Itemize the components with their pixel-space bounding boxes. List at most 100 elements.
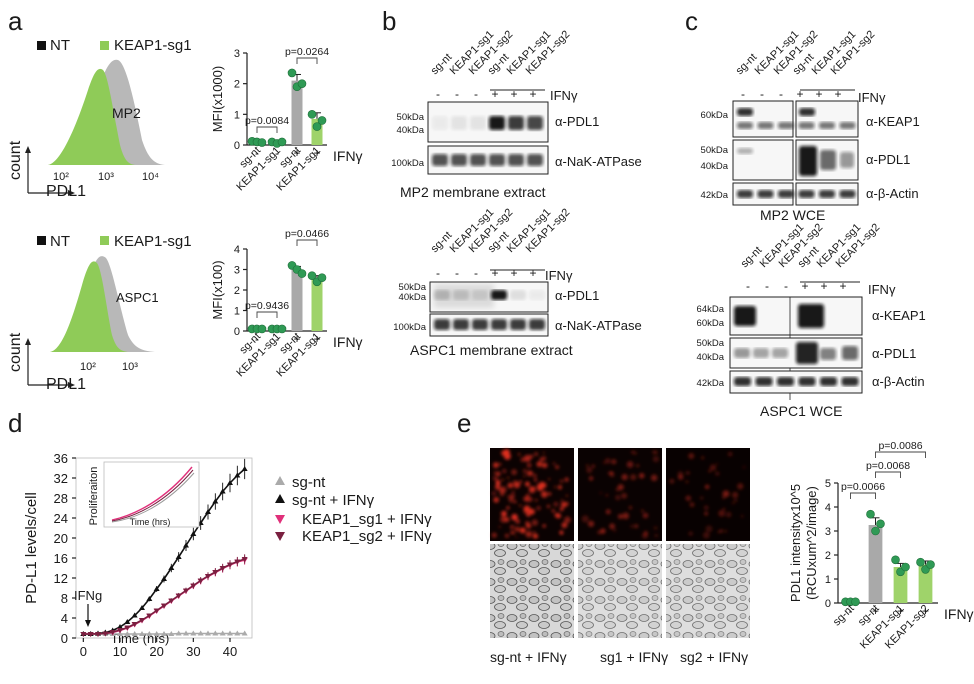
legend-swatch-nt-2 bbox=[37, 236, 46, 245]
fluorescent-cell bbox=[498, 462, 502, 466]
hist-y-arrowhead bbox=[25, 146, 31, 153]
fluorescent-cell bbox=[650, 474, 658, 482]
lane-ifn-sign: - bbox=[765, 279, 769, 293]
fluorescent-cell bbox=[526, 463, 532, 468]
brightfield-image-sgnt bbox=[490, 544, 574, 638]
data-point bbox=[866, 509, 875, 519]
lane-ifn-sign: + bbox=[815, 87, 822, 101]
fluorescent-cell bbox=[564, 477, 569, 482]
legend-entry: KEAP1_sg2 + IFNγ bbox=[302, 528, 432, 545]
bar bbox=[291, 80, 303, 145]
ifn-label: IFNγ bbox=[545, 268, 573, 283]
fluorescent-cell bbox=[732, 501, 735, 505]
bar-y-tick-label: 1 bbox=[234, 109, 240, 121]
inset-x-label: Time (hrs) bbox=[130, 517, 171, 527]
d-y-tick-label: 32 bbox=[54, 471, 68, 486]
fluorescent-cell bbox=[538, 482, 546, 489]
kda-marker: 50kDa bbox=[701, 145, 729, 156]
blot-band bbox=[839, 190, 856, 198]
lane-ifn-sign: + bbox=[491, 266, 498, 280]
kda-marker: 50kDa bbox=[399, 282, 427, 293]
data-point bbox=[277, 324, 287, 334]
fluorescent-cell bbox=[552, 462, 556, 466]
fluorescent-cell bbox=[602, 461, 606, 464]
lane-label: sg-nt bbox=[429, 229, 455, 255]
fluorescent-cell bbox=[525, 495, 533, 503]
fluorescent-cell bbox=[494, 484, 501, 490]
fluorescent-cell bbox=[561, 522, 568, 529]
bar-y-tick-label: 1 bbox=[825, 574, 831, 586]
data-point bbox=[197, 630, 204, 636]
legend-marker bbox=[275, 494, 285, 503]
data-point bbox=[109, 630, 116, 635]
bar-ifn-label: IFNγ bbox=[333, 334, 363, 350]
fluorescent-cell bbox=[718, 510, 726, 517]
fluorescent-cell bbox=[534, 478, 537, 482]
fluorescent-cell bbox=[526, 470, 533, 477]
ifn-label: IFNγ bbox=[858, 90, 886, 105]
inset-y-label: Proliferaiton bbox=[88, 467, 100, 526]
blot-band bbox=[734, 306, 756, 326]
blot-keap1-mp2-a bbox=[732, 100, 794, 138]
fluorescent-cell bbox=[565, 501, 569, 506]
fluorescent-cell bbox=[513, 481, 521, 489]
fluorescent-cell bbox=[523, 454, 531, 462]
fluorescent-cell bbox=[724, 530, 727, 533]
fluorescent-cell bbox=[636, 464, 640, 467]
fluorescent-cell bbox=[688, 452, 695, 459]
data-point bbox=[117, 624, 123, 629]
hist-tick-2: 10³ bbox=[98, 171, 114, 183]
lane-ifn-sign: - bbox=[455, 266, 459, 280]
p-value-label: p=0.0264 bbox=[285, 46, 329, 58]
data-point bbox=[168, 598, 175, 604]
data-point bbox=[139, 605, 145, 610]
fluorescent-cell bbox=[652, 450, 657, 454]
fluorescent-cell bbox=[518, 504, 522, 507]
blot-band bbox=[778, 122, 794, 129]
p-value-label: p=0.0084 bbox=[245, 115, 289, 127]
fluorescent-cell bbox=[553, 485, 557, 489]
blot-band bbox=[840, 152, 854, 168]
data-point bbox=[205, 509, 211, 514]
lane-ifn-sign: - bbox=[784, 279, 788, 293]
bar-y-tick-label: 0 bbox=[234, 326, 240, 338]
lane-ifn-sign: + bbox=[529, 87, 536, 101]
bar bbox=[868, 525, 883, 603]
fluorescent-cell bbox=[591, 464, 596, 468]
fluorescent-cell bbox=[507, 482, 514, 489]
data-point bbox=[95, 632, 101, 637]
bar-category-label: sg-nt bbox=[831, 603, 857, 629]
antibody-label: α-KEAP1 bbox=[872, 308, 926, 323]
blot-band bbox=[842, 346, 858, 360]
blot-band bbox=[508, 154, 524, 166]
fluorescent-cell bbox=[492, 475, 499, 481]
fluorescent-cell bbox=[534, 452, 538, 456]
d-y-tick-label: 16 bbox=[54, 551, 68, 566]
blot-band bbox=[510, 290, 526, 300]
fluorescent-cell bbox=[546, 504, 551, 509]
fluorescent-cell bbox=[539, 459, 543, 462]
data-point bbox=[190, 531, 197, 536]
kda-marker: 50kDa bbox=[397, 112, 425, 123]
bar-y-label: MFI(x100) bbox=[210, 260, 225, 319]
significance-bracket bbox=[256, 126, 278, 133]
d-y-tick-label: 24 bbox=[54, 511, 68, 526]
data-point bbox=[916, 557, 925, 567]
cell-line-mp2-label: MP2 bbox=[112, 105, 141, 121]
d-y-tick-label: 0 bbox=[61, 631, 68, 646]
legend-entry: KEAP1_sg1 + IFNγ bbox=[302, 511, 432, 528]
panel-label-d: d bbox=[8, 408, 22, 438]
blot-band bbox=[798, 304, 824, 328]
blot-band bbox=[799, 108, 815, 116]
antibody-label: α-PDL1 bbox=[555, 114, 599, 129]
d-y-tick-label: 12 bbox=[54, 571, 68, 586]
line-chart-pdl1-time: 0 4 8 12 16 20 24 28 32 36 0 10 20 30 40 PD-L1 levels/c… bbox=[23, 451, 432, 659]
bar-y-tick-label: 1 bbox=[234, 306, 240, 318]
fluorescent-cell bbox=[617, 484, 624, 491]
lane-ifn-sign: + bbox=[796, 87, 803, 101]
blot-band bbox=[819, 190, 835, 198]
data-point bbox=[153, 608, 160, 614]
data-point bbox=[197, 578, 204, 584]
